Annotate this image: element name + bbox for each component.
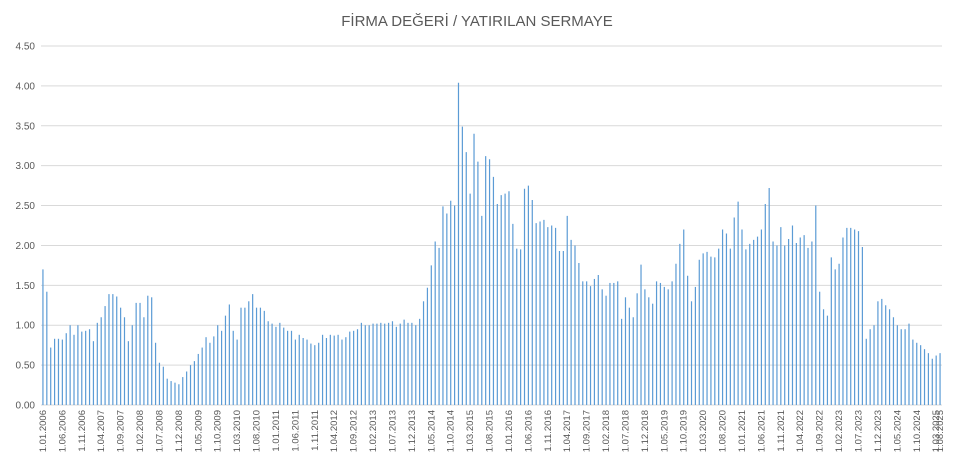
x-tick-label: 1.04.2017 (562, 410, 573, 452)
x-tick-label: 1.04.2012 (329, 410, 340, 452)
y-tick-label: 1.00 (16, 321, 36, 332)
x-tick-label: 1.11.2011 (310, 410, 321, 451)
y-tick-label: 2.00 (16, 241, 36, 252)
x-tick-label: 1.02.2023 (834, 410, 845, 452)
y-tick-label: 0.00 (16, 401, 36, 412)
x-tick-label: 1.03.2020 (698, 410, 709, 452)
x-tick-label: 1.11.2006 (77, 410, 88, 452)
x-tick-label: 1.03.2025 (931, 410, 942, 452)
x-tick-label: 1.07.2018 (620, 410, 631, 452)
x-tick-label: 1.05.2019 (659, 410, 670, 452)
x-tick-label: 1.12.2023 (873, 410, 884, 452)
x-tick-label: 1.02.2008 (135, 410, 146, 452)
x-tick-label: 1.09.2017 (582, 410, 593, 452)
y-tick-label: 3.00 (16, 161, 36, 172)
x-tick-label: 1.05.2009 (193, 410, 204, 452)
x-tick-label: 1.06.2016 (523, 410, 534, 452)
y-tick-label: 4.50 (16, 42, 36, 53)
x-tick-label: 1.10.2019 (679, 410, 690, 452)
x-tick-label: 1.07.2023 (854, 410, 865, 452)
y-tick-label: 2.50 (16, 201, 36, 212)
y-tick-label: 1.50 (16, 281, 36, 292)
x-tick-label: 1.12.2008 (174, 410, 185, 452)
x-tick-label: 1.10.2014 (446, 410, 457, 452)
x-tick-label: 1.08.2010 (252, 410, 263, 452)
x-tick-label: 1.05.2024 (892, 410, 903, 452)
x-tick-label: 1.09.2022 (815, 410, 826, 452)
chart-title: FİRMA DEĞERİ / YATIRILAN SERMAYE (341, 12, 612, 30)
x-tick-label: 1.11.2021 (776, 410, 787, 452)
x-tick-label: 1.01.2006 (38, 410, 49, 452)
x-tick-label: 1.02.2018 (601, 410, 612, 452)
x-tick-label: 1.08.2015 (485, 410, 496, 452)
x-tick-label: 1.01.2011 (271, 410, 282, 452)
y-tick-label: 0.50 (16, 361, 36, 372)
x-tick-label: 1.06.2006 (57, 410, 68, 452)
y-axis-ticks: 0.00 0.50 1.00 1.50 2.00 2.50 3.00 3.50 4.00 4.50 (16, 42, 36, 412)
x-tick-label: 1.12.2018 (640, 410, 651, 452)
x-tick-label: 1.07.2008 (154, 410, 165, 452)
bars (42, 82, 941, 405)
x-tick-label: 1.06.2021 (756, 410, 767, 452)
x-tick-label: 1.08.2025 (935, 410, 946, 452)
x-tick-label: 1.05.2014 (426, 410, 437, 452)
x-tick-label: 1.09.2012 (349, 410, 360, 452)
x-tick-label: 1.04.2007 (96, 410, 107, 452)
x-tick-label: 1.03.2010 (232, 410, 243, 452)
x-axis-ticks: 1.01.2006 1.06.2006 1.11.2006 1.04.2007 1.09… (38, 410, 946, 452)
x-tick-label: 1.08.2020 (718, 410, 729, 452)
x-tick-label: 1.01.2021 (737, 410, 748, 452)
x-tick-label: 1.01.2016 (504, 410, 515, 452)
x-tick-label: 1.03.2015 (465, 410, 476, 452)
x-tick-label: 1.09.2007 (116, 410, 127, 452)
x-tick-label: 1.06.2011 (290, 410, 301, 452)
x-tick-label: 1.04.2022 (795, 410, 806, 452)
x-tick-label: 1.10.2024 (912, 410, 923, 452)
y-tick-label: 4.00 (16, 81, 36, 92)
x-tick-label: 1.12.2013 (407, 410, 418, 452)
x-tick-label: 1.11.2016 (543, 410, 554, 452)
y-tick-label: 3.50 (16, 121, 36, 132)
x-tick-label: 1.02.2013 (368, 410, 379, 452)
x-tick-label: 1.10.2009 (213, 410, 224, 452)
gridlines (41, 45, 942, 406)
x-tick-label: 1.07.2013 (387, 410, 398, 452)
